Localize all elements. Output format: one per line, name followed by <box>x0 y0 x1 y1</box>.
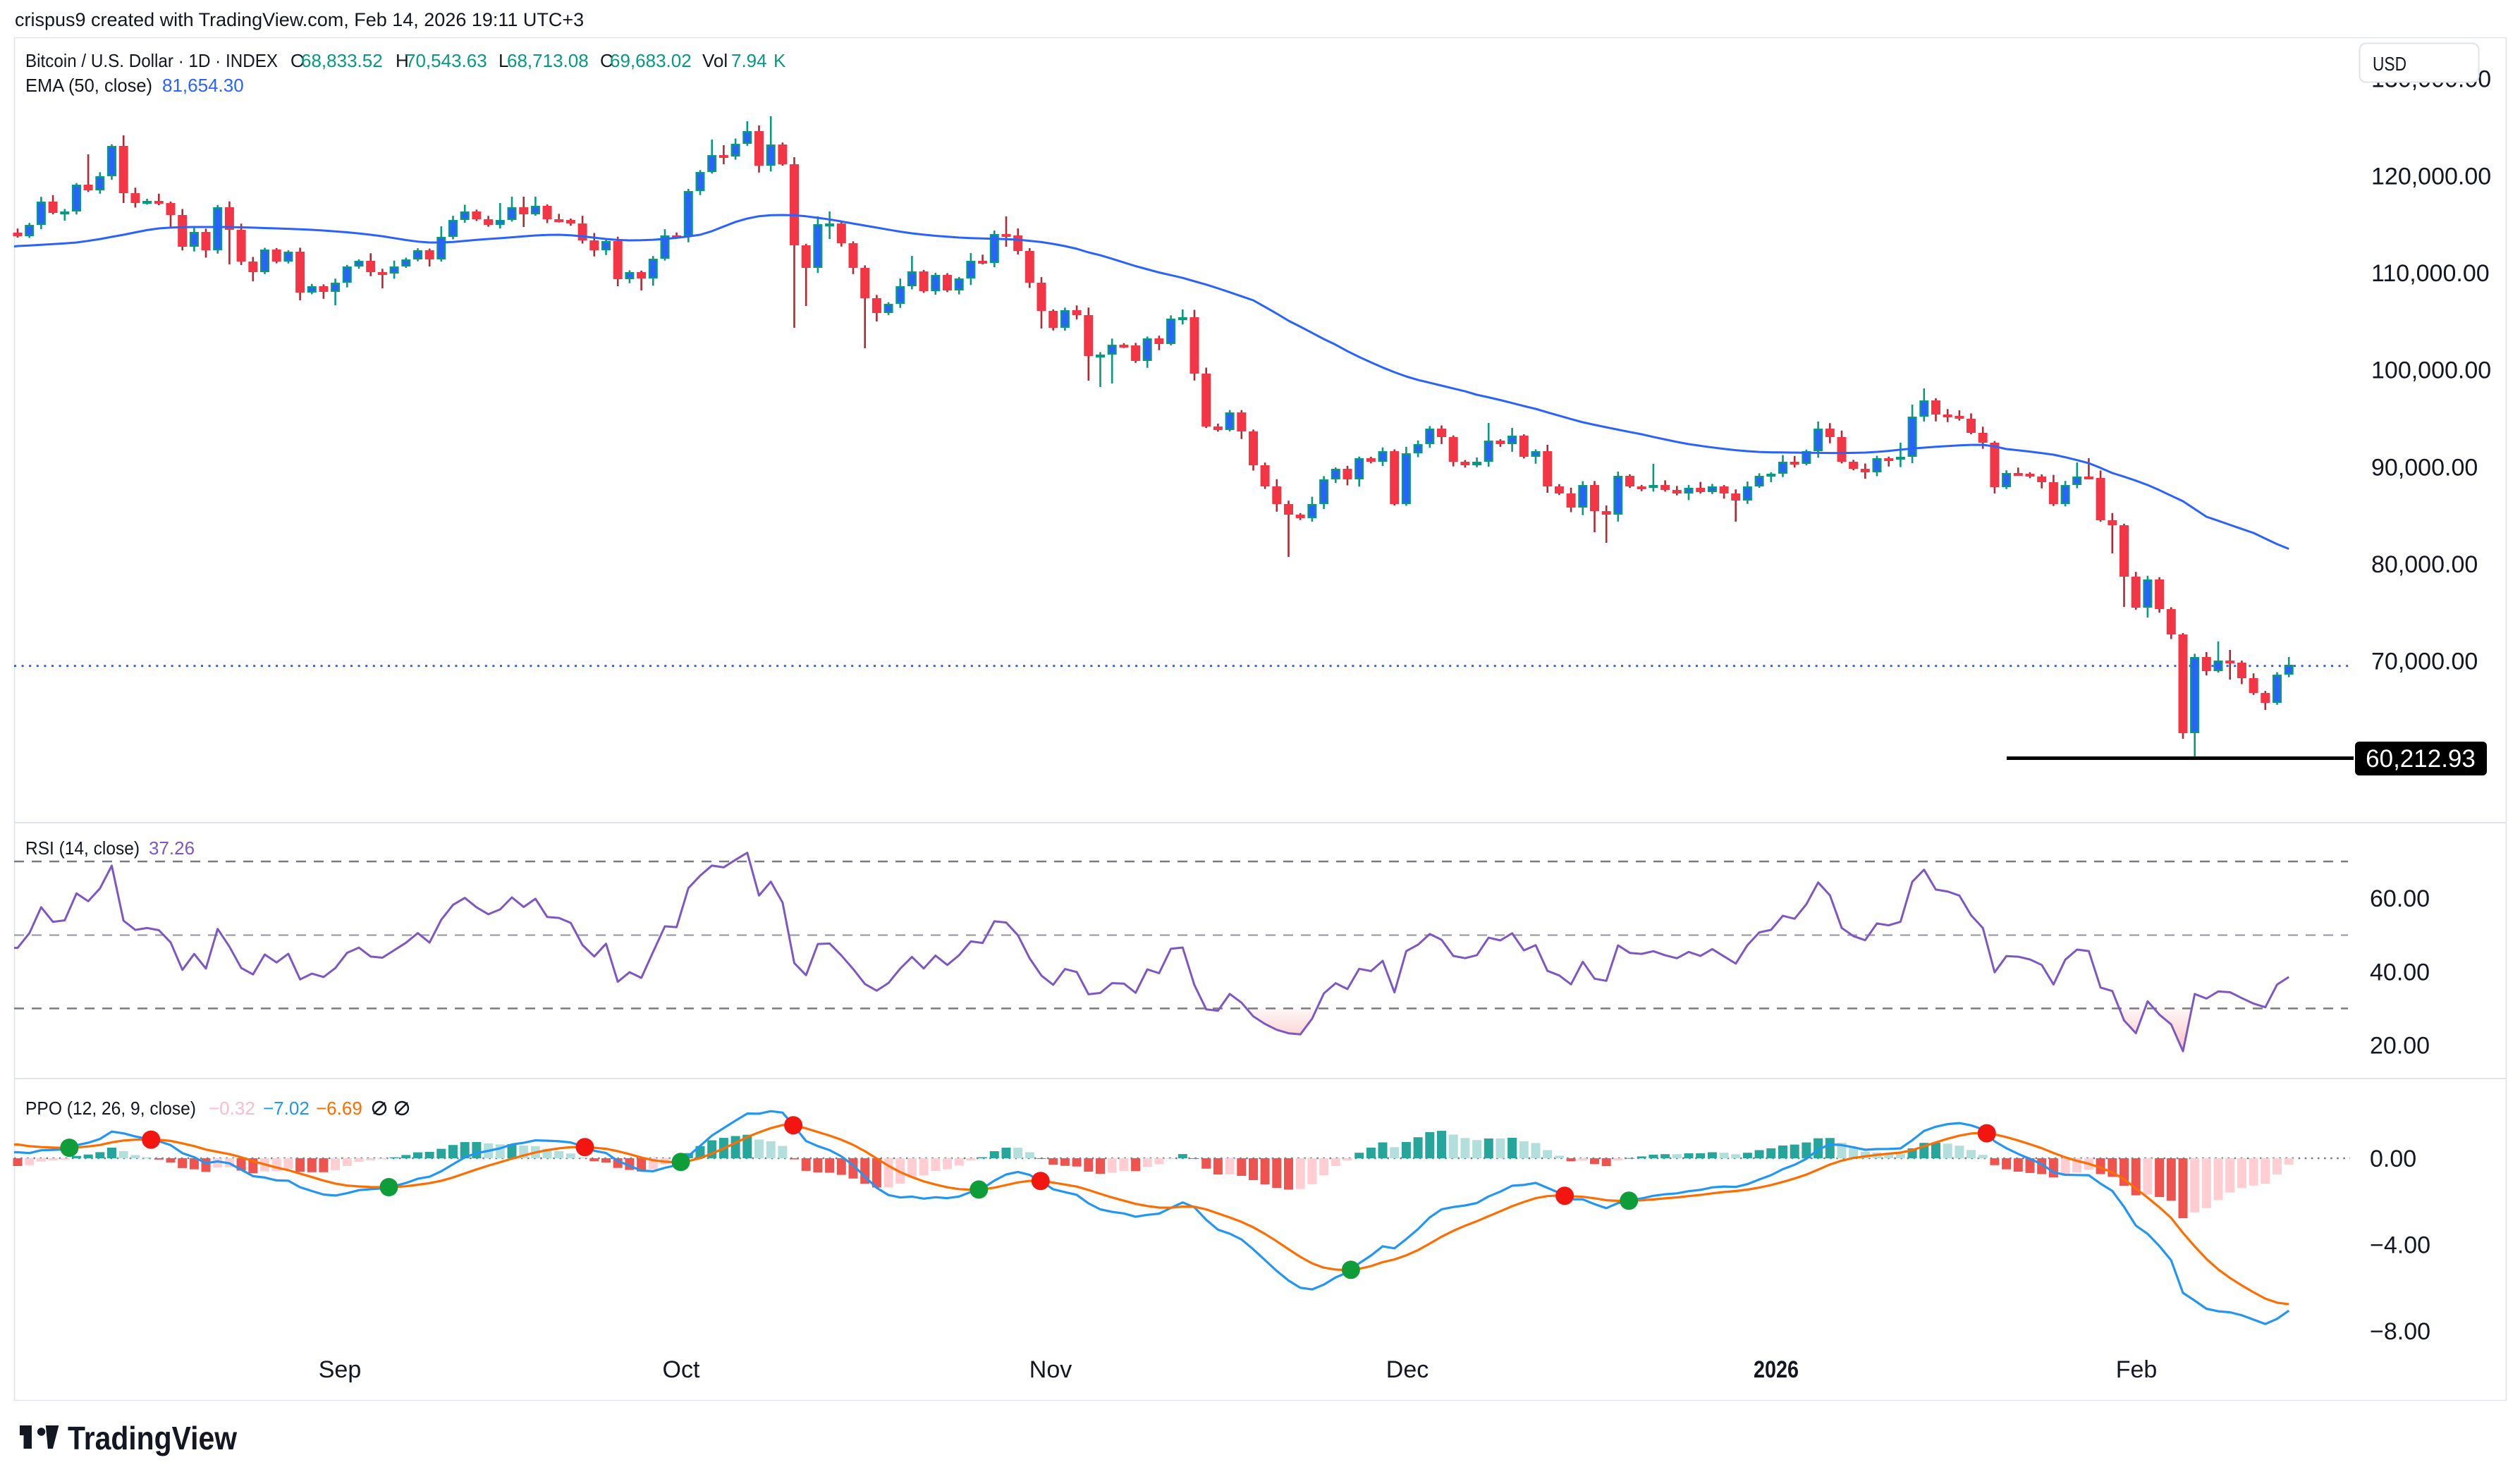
svg-text:80,000.00: 80,000.00 <box>2371 551 2478 578</box>
svg-text:Bitcoin / U.S. Dollar · 1D · I: Bitcoin / U.S. Dollar · 1D · INDEX <box>25 50 278 71</box>
svg-text:O: O <box>290 50 305 71</box>
svg-text:RSI (14, close): RSI (14, close) <box>25 837 140 859</box>
svg-text:PPO (12, 26, 9, close): PPO (12, 26, 9, close) <box>25 1098 196 1119</box>
svg-text:40.00: 40.00 <box>2370 959 2430 986</box>
svg-text:20.00: 20.00 <box>2370 1033 2430 1060</box>
svg-text:−4.00: −4.00 <box>2370 1232 2430 1259</box>
svg-text:120,000.00: 120,000.00 <box>2371 163 2491 190</box>
svg-text:60.00: 60.00 <box>2370 885 2430 912</box>
svg-text:L: L <box>499 50 508 71</box>
svg-text:EMA (50, close): EMA (50, close) <box>25 75 152 96</box>
svg-text:Nov: Nov <box>1029 1356 1072 1383</box>
svg-text:−7.02: −7.02 <box>263 1098 310 1119</box>
svg-text:100,000.00: 100,000.00 <box>2371 357 2491 384</box>
svg-text:Vol: Vol <box>702 50 728 71</box>
svg-text:USD: USD <box>2373 53 2406 75</box>
svg-text:110,000.00: 110,000.00 <box>2371 260 2490 287</box>
svg-text:TradingView: TradingView <box>68 1420 237 1456</box>
svg-text:37.26: 37.26 <box>149 837 195 859</box>
svg-text:2026: 2026 <box>1754 1356 1799 1383</box>
svg-text:C: C <box>600 50 613 71</box>
svg-text:Oct: Oct <box>663 1356 700 1383</box>
svg-text:Dec: Dec <box>1386 1356 1429 1383</box>
svg-text:H: H <box>396 50 409 71</box>
svg-text:90,000.00: 90,000.00 <box>2371 454 2478 481</box>
svg-text:Feb: Feb <box>2116 1356 2158 1383</box>
svg-text:70,000.00: 70,000.00 <box>2371 649 2478 675</box>
svg-text:Sep: Sep <box>319 1356 362 1383</box>
svg-text:K: K <box>773 50 786 71</box>
svg-text:crispus9 created with TradingV: crispus9 created with TradingView.com, F… <box>15 9 584 30</box>
svg-text:68,833.52: 68,833.52 <box>301 50 383 71</box>
svg-text:0.00: 0.00 <box>2370 1146 2416 1172</box>
svg-text:68,713.08: 68,713.08 <box>507 50 589 71</box>
svg-text:−8.00: −8.00 <box>2370 1318 2430 1345</box>
svg-text:69,683.02: 69,683.02 <box>610 50 692 71</box>
svg-text:−6.69: −6.69 <box>316 1098 362 1119</box>
svg-text:−0.32: −0.32 <box>209 1098 255 1119</box>
svg-text:81,654.30: 81,654.30 <box>162 75 244 96</box>
svg-text:7.94: 7.94 <box>731 50 767 71</box>
svg-text:70,543.63: 70,543.63 <box>405 50 487 71</box>
svg-text:60,212.93: 60,212.93 <box>2366 745 2476 773</box>
